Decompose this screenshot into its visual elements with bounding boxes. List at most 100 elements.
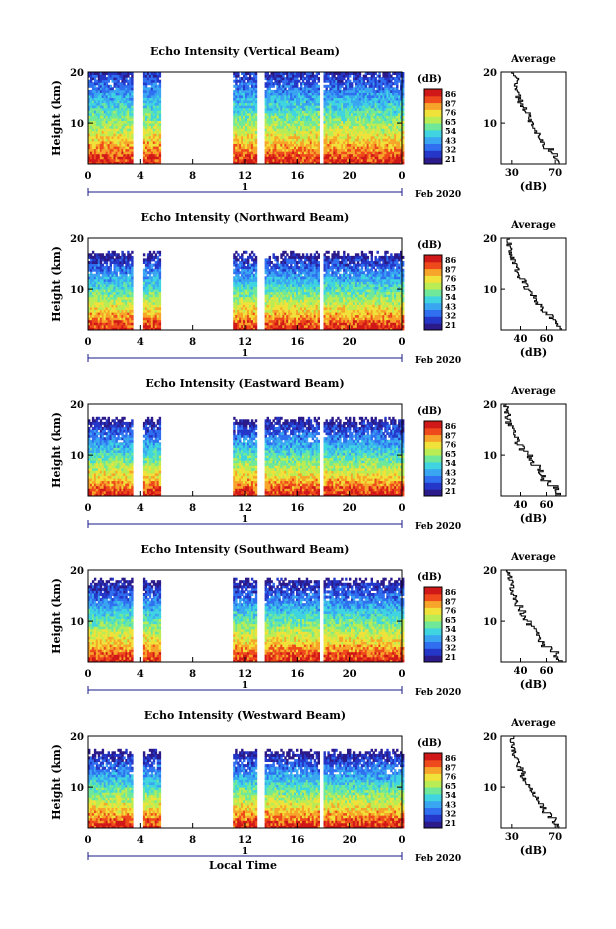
heatmap-cell (127, 250, 130, 254)
heatmap-cell (95, 304, 99, 308)
heatmap-cell (315, 151, 319, 155)
heatmap-cell (119, 89, 122, 93)
heatmap-cell (394, 77, 397, 81)
heatmap-cell (331, 146, 334, 150)
heatmap-cell (93, 148, 97, 152)
heatmap-cell (305, 92, 309, 96)
heatmap-cell (115, 118, 118, 121)
heatmap-cell (88, 128, 91, 132)
heatmap-cell (323, 95, 326, 98)
heatmap-cell (252, 141, 256, 144)
heatmap-cell (142, 135, 146, 139)
heatmap-cell (311, 143, 315, 147)
heatmap-cell (380, 102, 383, 106)
heatmap-cell (358, 118, 362, 121)
heatmap-cell (396, 112, 399, 116)
heatmap-cell (286, 156, 289, 160)
heatmap-cell (335, 156, 338, 160)
heatmap-cell (111, 95, 114, 98)
heatmap-cell (127, 102, 130, 106)
heatmap-cell (382, 118, 385, 121)
heatmap-cell (380, 118, 383, 121)
heatmap-cell (142, 284, 146, 287)
heatmap-cell (339, 95, 342, 98)
heatmap-cell (115, 84, 118, 88)
heatmap (88, 72, 405, 165)
heatmap-cell (305, 84, 309, 88)
heatmap-cell (368, 120, 371, 124)
heatmap-cell (364, 128, 368, 132)
x-tick-label: 0 (85, 171, 92, 182)
heatmap-cell (315, 148, 319, 152)
heatmap-cell (276, 146, 279, 150)
heatmap-cell (398, 135, 401, 139)
heatmap-cell (286, 79, 289, 83)
heatmap-cell (370, 72, 373, 75)
heatmap-cell (144, 266, 148, 270)
heatmap-cell (243, 105, 246, 109)
heatmap-cell (127, 112, 130, 116)
heatmap-cell (121, 92, 124, 96)
heatmap-cell (368, 95, 371, 98)
heatmap-cell (388, 138, 391, 142)
heatmap-cell (131, 148, 134, 152)
heatmap-cell (290, 118, 293, 121)
heatmap-cell (268, 141, 271, 144)
heatmap-cell (117, 161, 120, 165)
heatmap-cell (247, 95, 250, 98)
heatmap-cell (150, 138, 154, 142)
heatmap-cell (343, 95, 346, 98)
heatmap-cell (113, 253, 116, 257)
heatmap-cell (356, 120, 360, 124)
heatmap-cell (329, 133, 332, 137)
heatmap-cell (341, 118, 344, 121)
heatmap-cell (252, 156, 256, 160)
heatmap-cell (372, 135, 375, 139)
heatmap-cell (380, 120, 383, 124)
heatmap-cell (382, 156, 385, 160)
heatmap-cell (111, 115, 114, 119)
heatmap-cell (97, 130, 101, 134)
heatmap-cell (333, 141, 336, 144)
heatmap-cell (113, 294, 116, 298)
heatmap-cell (396, 82, 399, 86)
heatmap-cell (154, 266, 158, 270)
heatmap-cell (95, 307, 99, 310)
heatmap-cell (282, 148, 285, 152)
heatmap-cell (331, 102, 334, 106)
heatmap-cell (386, 156, 389, 160)
heatmap-cell (300, 120, 303, 124)
heatmap-cell (154, 125, 158, 129)
heatmap-cell (115, 158, 118, 162)
heatmap-cell (131, 309, 134, 313)
heatmap-cell (233, 102, 236, 106)
heatmap-cell (88, 74, 91, 78)
heatmap-cell (113, 301, 116, 305)
heatmap-cell (158, 253, 162, 257)
heatmap-cell (270, 82, 273, 86)
heatmap-cell (107, 120, 110, 124)
heatmap-cell (352, 105, 356, 109)
heatmap-cell (268, 84, 271, 88)
heatmap-cell (301, 87, 305, 91)
heatmap-cell (248, 110, 252, 114)
heatmap-cell (237, 138, 240, 142)
heatmap-cell (315, 92, 319, 96)
heatmap-cell (301, 77, 305, 81)
heatmap-cell (335, 112, 338, 116)
heatmap-cell (358, 112, 362, 116)
heatmap-cell (111, 151, 114, 155)
heatmap-cell (101, 110, 105, 114)
heatmap-cell (343, 74, 346, 78)
heatmap-cell (333, 146, 336, 150)
heatmap-cell (298, 97, 301, 101)
heatmap-cell (91, 138, 95, 142)
heatmap-cell (384, 87, 387, 91)
heatmap-cell (323, 79, 326, 83)
heatmap-cell (274, 107, 277, 111)
heatmap-cell (402, 128, 405, 132)
heatmap-cell (156, 107, 160, 111)
heatmap-cell (329, 146, 332, 150)
heatmap-cell (396, 95, 399, 98)
heatmap-cell (250, 72, 254, 75)
